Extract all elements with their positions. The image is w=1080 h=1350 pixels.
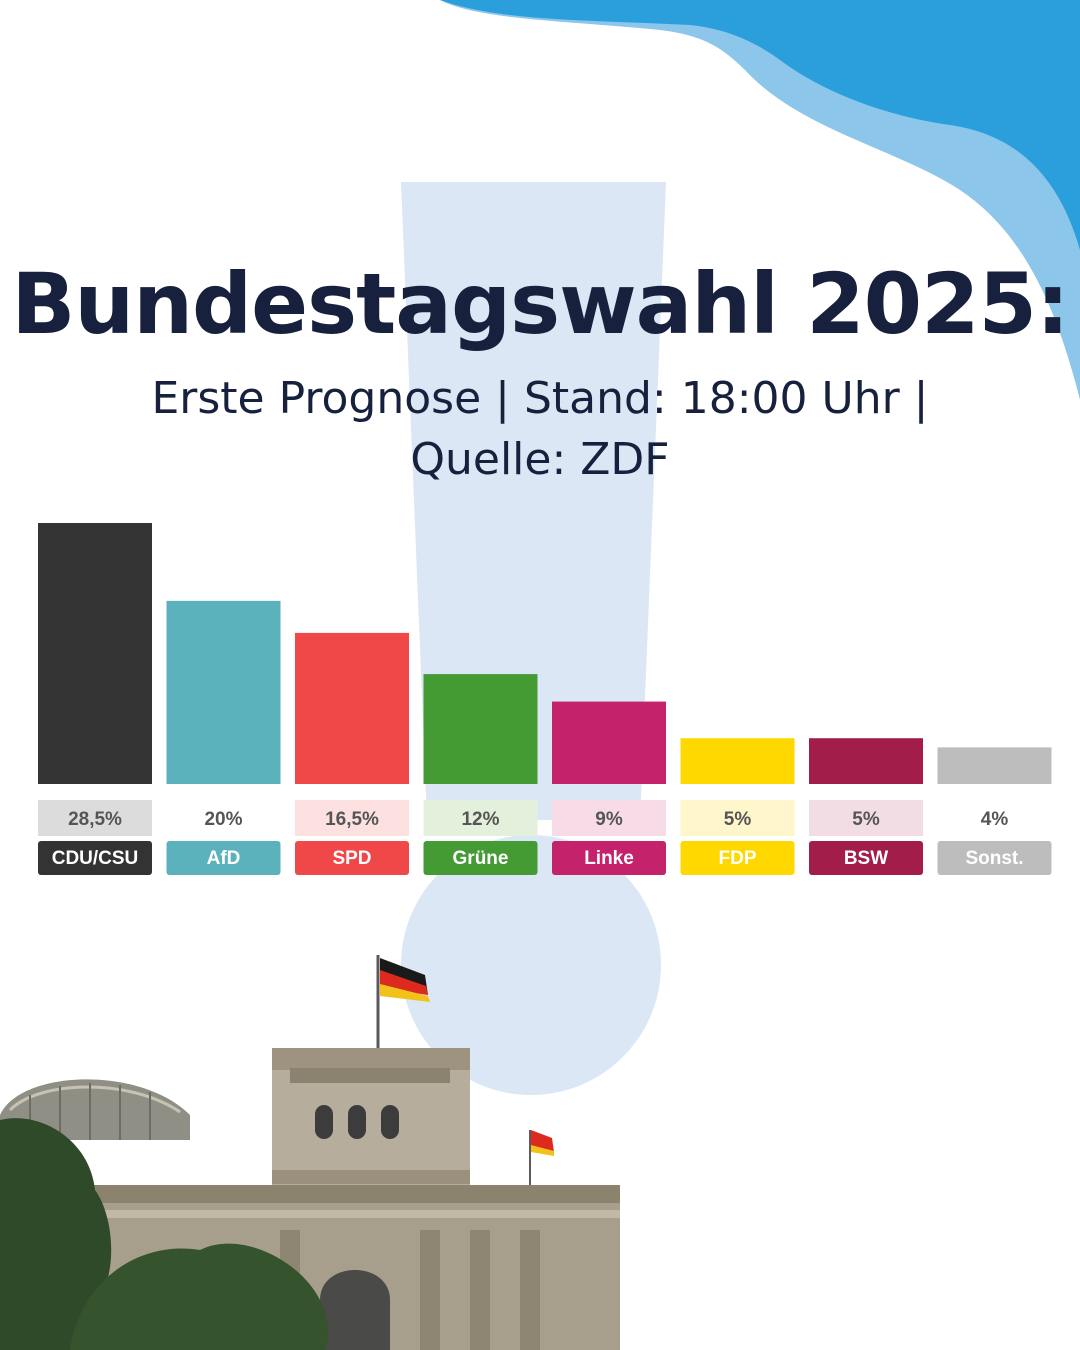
value-label-bg-spd <box>295 800 409 836</box>
bar-gr-ne <box>423 674 538 784</box>
category-label-gr-ne: Grüne <box>453 848 509 869</box>
page-subtitle: Erste Prognose | Stand: 18:00 Uhr | Quel… <box>140 368 940 490</box>
page-title: Bundestagswahl 2025: <box>11 255 1069 353</box>
value-label-bg-bsw <box>809 800 923 836</box>
value-label-fdp: 5% <box>724 809 752 830</box>
category-box-sonst <box>937 841 1052 875</box>
bar-spd <box>295 632 409 784</box>
value-label-sonst: 4% <box>981 809 1009 830</box>
category-box-bsw <box>809 841 923 875</box>
category-box-fdp <box>680 841 795 875</box>
subtitle-line-2: Quelle: ZDF <box>410 434 670 485</box>
subtitle-line-1: Erste Prognose | Stand: 18:00 Uhr | <box>151 373 929 424</box>
value-label-afd: 20% <box>204 809 242 830</box>
category-box-cdu-csu <box>38 841 152 875</box>
category-label-cdu-csu: CDU/CSU <box>52 848 139 869</box>
bar-cdu-csu <box>38 523 152 784</box>
bar-linke <box>552 701 666 784</box>
bar-afd <box>166 600 281 784</box>
reichstag-building-image <box>0 955 620 1350</box>
value-label-linke: 9% <box>595 809 623 830</box>
value-label-bsw: 5% <box>852 809 880 830</box>
bar-chart: 28,5% CDU/CSU 20% AfD 16,5% SPD 12% Grüne 9% Link… <box>38 523 1052 875</box>
bar-bsw <box>809 738 923 784</box>
bar-fdp <box>680 738 795 784</box>
category-box-linke <box>552 841 666 875</box>
value-label-bg-sonst <box>937 800 1052 836</box>
value-label-gr-ne: 12% <box>461 809 499 830</box>
value-label-bg-linke <box>552 800 666 836</box>
category-label-spd: SPD <box>332 848 371 869</box>
category-label-sonst: Sonst. <box>965 848 1023 869</box>
value-label-bg-gr-ne <box>423 800 538 836</box>
value-label-cdu-csu: 28,5% <box>68 809 122 830</box>
bar-sonst <box>937 747 1052 784</box>
category-label-linke: Linke <box>584 848 634 869</box>
category-box-gr-ne <box>423 841 538 875</box>
category-label-fdp: FDP <box>719 848 757 869</box>
category-label-afd: AfD <box>207 848 241 869</box>
value-label-bg-cdu-csu <box>38 800 152 836</box>
value-label-bg-fdp <box>680 800 795 836</box>
category-box-afd <box>166 841 281 875</box>
category-box-spd <box>295 841 409 875</box>
category-label-bsw: BSW <box>844 848 888 869</box>
value-label-bg-afd <box>166 800 281 836</box>
value-label-spd: 16,5% <box>325 809 379 830</box>
